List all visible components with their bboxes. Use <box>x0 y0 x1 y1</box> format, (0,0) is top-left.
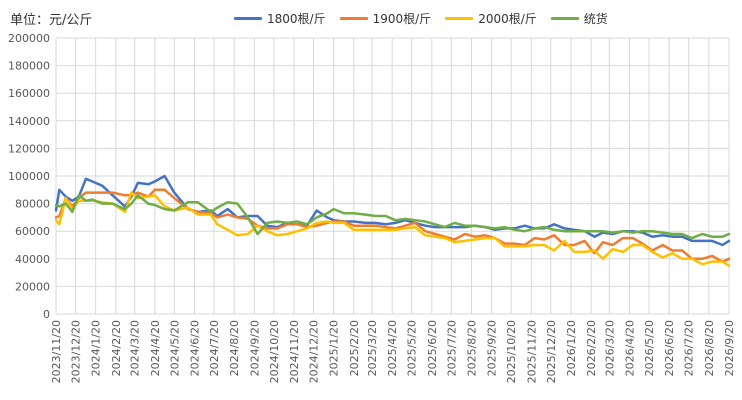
legend-label: 1900根/斤 <box>372 12 432 26</box>
x-tick-label: 2026/8/20 <box>703 320 716 376</box>
legend-label: 1800根/斤 <box>267 12 326 26</box>
x-tick-label: 2026/9/20 <box>723 320 736 376</box>
y-tick-label: 160000 <box>8 87 50 100</box>
x-tick-label: 2023/11/20 <box>50 320 63 383</box>
series-line <box>54 194 731 240</box>
x-tick-label: 2024/3/20 <box>129 320 142 376</box>
x-tick-label: 2025/10/20 <box>505 320 518 383</box>
x-tick-label: 2025/3/20 <box>366 320 379 376</box>
x-tick-label: 2024/8/20 <box>228 320 241 376</box>
y-tick-label: 100000 <box>8 170 50 183</box>
x-tick-label: 2024/1/20 <box>90 320 103 376</box>
legend-swatch <box>234 17 262 20</box>
x-tick-label: 2026/4/20 <box>624 320 637 376</box>
x-tick-label: 2025/2/20 <box>348 320 361 376</box>
x-tick-label: 2026/2/20 <box>585 320 598 376</box>
x-tick-label: 2026/3/20 <box>603 320 616 376</box>
x-tick-label: 2024/10/20 <box>268 320 281 383</box>
x-tick-label: 2023/12/20 <box>70 320 83 383</box>
x-tick-label: 2024/12/20 <box>307 320 320 383</box>
x-tick-label: 2024/6/20 <box>189 320 202 376</box>
x-tick-label: 2024/7/20 <box>208 320 221 376</box>
legend-item: 2000根/斤 <box>445 10 537 27</box>
y-tick-label: 60000 <box>15 225 50 238</box>
x-tick-label: 2024/9/20 <box>248 320 261 376</box>
legend-item: 1900根/斤 <box>339 10 432 27</box>
y-tick-label: 120000 <box>8 142 50 155</box>
legend-swatch <box>550 17 579 20</box>
unit-label: 单位：元/公斤 <box>10 13 93 28</box>
x-tick-label: 2026/1/20 <box>565 320 578 376</box>
legend-label: 2000根/斤 <box>478 12 537 26</box>
x-tick-label: 2024/4/20 <box>149 320 162 376</box>
x-tick-label: 2025/1/20 <box>328 320 341 376</box>
chart-legend: 1800根/斤 1900根/斤 2000根/斤 统货 <box>234 10 622 27</box>
x-tick-label: 2024/2/20 <box>110 320 123 376</box>
x-tick-label: 2025/7/20 <box>445 320 458 376</box>
y-tick-label: 200000 <box>8 32 50 45</box>
x-tick-label: 2025/6/20 <box>426 320 439 376</box>
legend-label: 统货 <box>583 12 608 26</box>
x-tick-label: 2025/8/20 <box>466 320 479 376</box>
y-tick-label: 20000 <box>15 280 50 293</box>
y-tick-label: 180000 <box>8 60 50 73</box>
y-tick-label: 140000 <box>8 115 50 128</box>
x-tick-label: 2025/4/20 <box>386 320 399 376</box>
x-tick-label: 2025/5/20 <box>406 320 419 376</box>
y-tick-label: 80000 <box>15 198 50 211</box>
y-tick-label: 40000 <box>15 253 50 266</box>
legend-swatch <box>339 17 368 20</box>
x-tick-label: 2026/6/20 <box>663 320 676 376</box>
legend-item: 统货 <box>550 10 608 27</box>
x-tick-label: 2026/7/20 <box>683 320 696 376</box>
legend-swatch <box>445 17 474 20</box>
x-tick-label: 2025/12/20 <box>545 320 558 383</box>
x-tick-label: 2025/11/20 <box>525 320 538 383</box>
x-tick-label: 2024/5/20 <box>168 320 181 376</box>
series-line <box>54 191 731 267</box>
y-tick-label: 0 <box>43 308 50 321</box>
legend-item: 1800根/斤 <box>234 10 326 27</box>
x-tick-label: 2025/9/20 <box>486 320 499 376</box>
x-tick-label: 2026/5/20 <box>643 320 656 376</box>
x-tick-label: 2024/11/20 <box>288 320 301 383</box>
